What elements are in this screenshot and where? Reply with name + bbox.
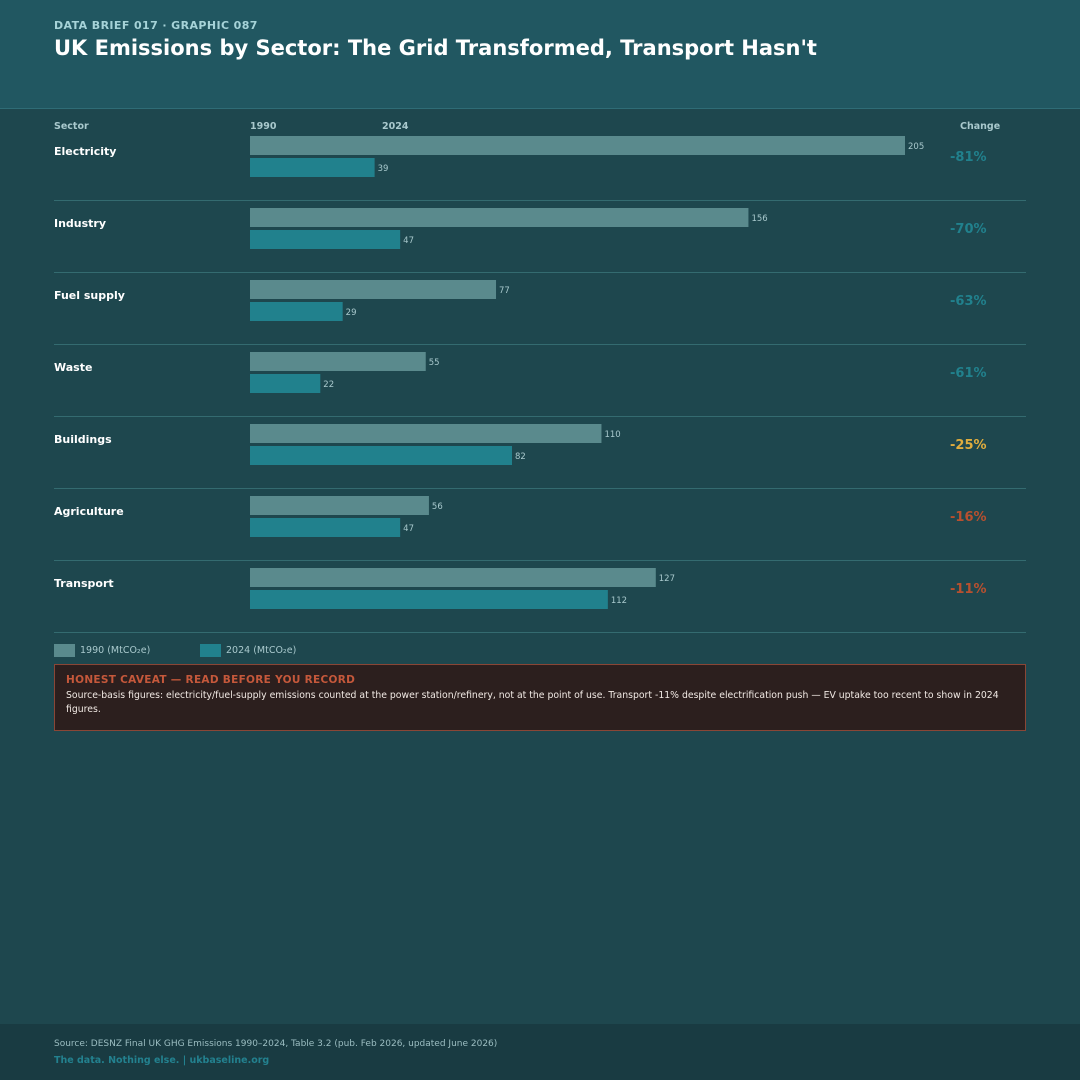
bar-2024-agriculture [250, 518, 401, 537]
value-label-1990-buildings: 110 [604, 430, 620, 440]
change-label-transport: -11% [950, 582, 987, 597]
bar-1990-electricity [250, 136, 905, 155]
column-header-1990: 1990 [250, 121, 277, 132]
sector-label-industry: Industry [54, 217, 106, 230]
sector-label-electricity: Electricity [54, 145, 116, 158]
value-label-1990-agriculture: 56 [432, 502, 443, 512]
sector-label-waste: Waste [54, 361, 92, 374]
caveat-box: HONEST CAVEAT — READ BEFORE YOU RECORD S… [54, 664, 1026, 731]
footer: Source: DESNZ Final UK GHG Emissions 199… [0, 1024, 1080, 1080]
value-label-2024-transport: 112 [611, 596, 627, 606]
bar-1990-buildings [250, 424, 602, 443]
bar-1990-transport [250, 568, 656, 587]
value-label-2024-buildings: 82 [515, 452, 526, 462]
brief-kicker: DATA BRIEF 017 · GRAPHIC 087 [54, 19, 258, 32]
bar-2024-buildings [250, 446, 512, 465]
bar-2024-fuel-supply [250, 302, 343, 321]
caveat-title: HONEST CAVEAT — READ BEFORE YOU RECORD [66, 674, 356, 686]
change-label-buildings: -25% [950, 438, 987, 453]
legend-swatch-1990 [54, 644, 75, 657]
sector-label-buildings: Buildings [54, 433, 112, 446]
sector-label-transport: Transport [54, 577, 114, 590]
bar-1990-industry [250, 208, 749, 227]
bar-2024-waste [250, 374, 321, 393]
bar-1990-waste [250, 352, 426, 371]
change-label-industry: -70% [950, 222, 987, 237]
legend-label-2024: 2024 (MtCO₂e) [226, 645, 297, 656]
value-label-1990-electricity: 205 [908, 142, 924, 152]
footer-tagline: The data. Nothing else. | ukbaseline.org [54, 1055, 270, 1066]
legend-label-1990: 1990 (MtCO₂e) [80, 645, 151, 656]
value-label-1990-industry: 156 [751, 214, 767, 224]
change-label-electricity: -81% [950, 150, 987, 165]
page-title: UK Emissions by Sector: The Grid Transfo… [54, 36, 817, 60]
value-label-2024-industry: 47 [403, 236, 414, 246]
bar-2024-transport [250, 590, 608, 609]
bar-1990-fuel-supply [250, 280, 497, 299]
value-label-2024-electricity: 39 [378, 164, 389, 174]
value-label-2024-agriculture: 47 [403, 524, 414, 534]
bar-2024-electricity [250, 158, 375, 177]
source-note: Source: DESNZ Final UK GHG Emissions 199… [54, 1039, 498, 1049]
change-label-fuel-supply: -63% [950, 294, 987, 309]
caveat-body: Source-basis figures: electricity/fuel-s… [66, 690, 999, 715]
change-label-waste: -61% [950, 366, 987, 381]
bar-2024-industry [250, 230, 401, 249]
change-label-agriculture: -16% [950, 510, 987, 525]
column-header-change: Change [960, 121, 1001, 132]
value-label-1990-fuel-supply: 77 [499, 286, 510, 296]
header-band: DATA BRIEF 017 · GRAPHIC 087 UK Emission… [0, 0, 1080, 109]
bar-1990-agriculture [250, 496, 429, 515]
sector-bar-chart: Electricity 205 39 -81% Industry 156 47 -70% Fue… [54, 136, 1026, 633]
column-header-sector: Sector [54, 121, 89, 132]
column-header-2024: 2024 [382, 121, 409, 132]
value-label-2024-fuel-supply: 29 [346, 308, 357, 318]
value-label-1990-waste: 55 [429, 358, 440, 368]
legend-swatch-2024 [200, 644, 221, 657]
sector-label-fuel-supply: Fuel supply [54, 289, 125, 302]
value-label-1990-transport: 127 [659, 574, 675, 584]
sector-label-agriculture: Agriculture [54, 505, 124, 518]
value-label-2024-waste: 22 [323, 380, 334, 390]
